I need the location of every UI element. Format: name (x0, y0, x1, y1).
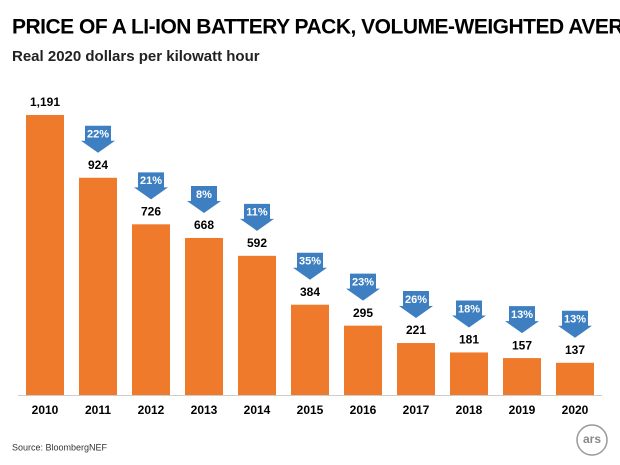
bar (556, 362, 594, 395)
decline-arrow (399, 291, 433, 319)
value-label: 221 (406, 323, 426, 337)
decline-arrow (240, 203, 274, 231)
x-tick-label: 2020 (562, 403, 589, 417)
x-tick-label: 2019 (509, 403, 536, 417)
value-label: 592 (247, 236, 267, 250)
x-tick-label: 2013 (191, 403, 218, 417)
bar (26, 115, 64, 395)
decline-arrow (558, 310, 592, 338)
value-label: 295 (353, 306, 373, 320)
value-label: 726 (141, 204, 161, 218)
decline-arrow (187, 185, 221, 213)
chart-subtitle: Real 2020 dollars per kilowatt hour (12, 48, 260, 65)
bar (238, 255, 276, 395)
x-tick-label: 2015 (297, 403, 324, 417)
decline-label: 23% (352, 277, 374, 289)
value-label: 924 (88, 158, 108, 172)
bar (450, 352, 488, 395)
value-label: 181 (459, 333, 479, 347)
source: Source: BloombergNEF (12, 442, 108, 452)
bar (185, 237, 223, 395)
x-tick-label: 2012 (138, 403, 165, 417)
decline-label: 13% (511, 309, 533, 321)
bar (503, 358, 541, 395)
value-label: 668 (194, 218, 214, 232)
decline-arrow (346, 273, 380, 301)
logo-circle (576, 424, 608, 456)
value-label: 384 (300, 285, 320, 299)
decline-arrow (293, 252, 327, 280)
x-tick-label: 2010 (32, 403, 59, 417)
decline-label: 8% (196, 189, 212, 201)
bar (291, 304, 329, 395)
decline-label: 18% (458, 303, 480, 315)
bar (132, 224, 170, 395)
x-tick-label: 2011 (85, 403, 111, 417)
x-tick-label: 2018 (456, 403, 483, 417)
value-label: 157 (512, 338, 532, 352)
logo: ars (583, 432, 601, 446)
x-tick-label: 2016 (350, 403, 377, 417)
bar (397, 343, 435, 395)
value-label: 1,191 (30, 95, 60, 109)
decline-label: 22% (87, 129, 109, 141)
bar (79, 177, 117, 395)
decline-arrow (452, 300, 486, 328)
chart-title: PRICE OF A LI-ION BATTERY PACK, VOLUME-W… (12, 16, 620, 39)
x-tick-label: 2017 (403, 403, 430, 417)
decline-label: 26% (405, 294, 427, 306)
decline-label: 35% (299, 256, 321, 268)
decline-arrow (505, 306, 539, 334)
x-tick-label: 2014 (244, 403, 271, 417)
decline-arrow (81, 125, 115, 153)
decline-arrow (134, 172, 168, 200)
decline-label: 11% (246, 207, 268, 219)
value-label: 137 (565, 343, 585, 357)
decline-label: 21% (140, 175, 162, 187)
bar (344, 325, 382, 395)
decline-label: 13% (564, 314, 586, 326)
